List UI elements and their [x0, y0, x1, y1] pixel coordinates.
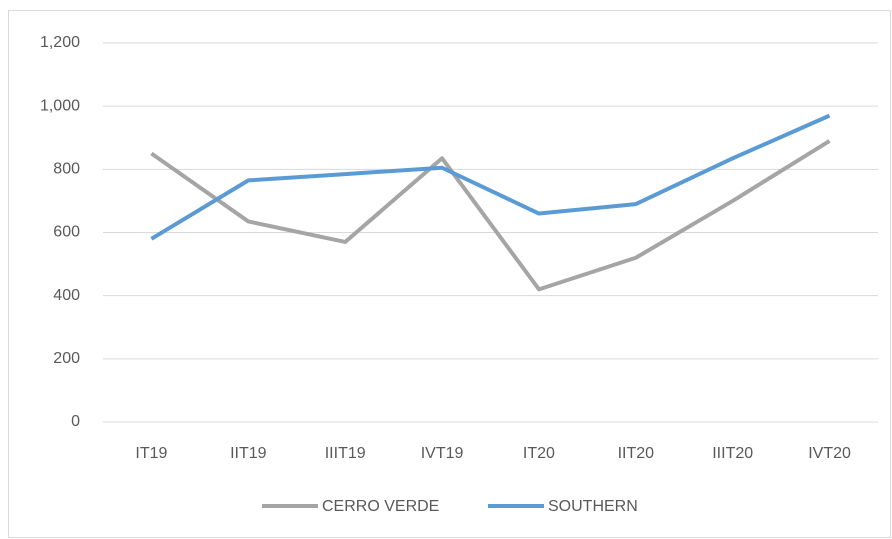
- series-line: [150, 113, 831, 241]
- y-tick-label: 1,000: [40, 97, 80, 114]
- chart-border: [8, 10, 891, 538]
- legend-label: SOUTHERN: [548, 498, 638, 515]
- y-tick-label: 600: [53, 224, 80, 241]
- x-tick-label: IIIT20: [712, 445, 753, 462]
- y-tick-label: 800: [53, 161, 80, 178]
- x-tick-label: IVT20: [808, 445, 851, 462]
- x-tick-label: IIT20: [618, 445, 655, 462]
- x-tick-label: IVT19: [421, 445, 464, 462]
- series-line: [150, 139, 831, 292]
- legend-label: CERRO VERDE: [322, 498, 439, 515]
- x-tick-label: IIT19: [230, 445, 267, 462]
- x-tick-label: IT19: [135, 445, 167, 462]
- x-tick-label: IIIT19: [325, 445, 366, 462]
- y-tick-label: 400: [53, 287, 80, 304]
- y-tick-label: 200: [53, 350, 80, 367]
- y-tick-label: 1,200: [40, 34, 80, 51]
- x-tick-label: IT20: [523, 445, 555, 462]
- y-tick-label: 0: [71, 413, 80, 430]
